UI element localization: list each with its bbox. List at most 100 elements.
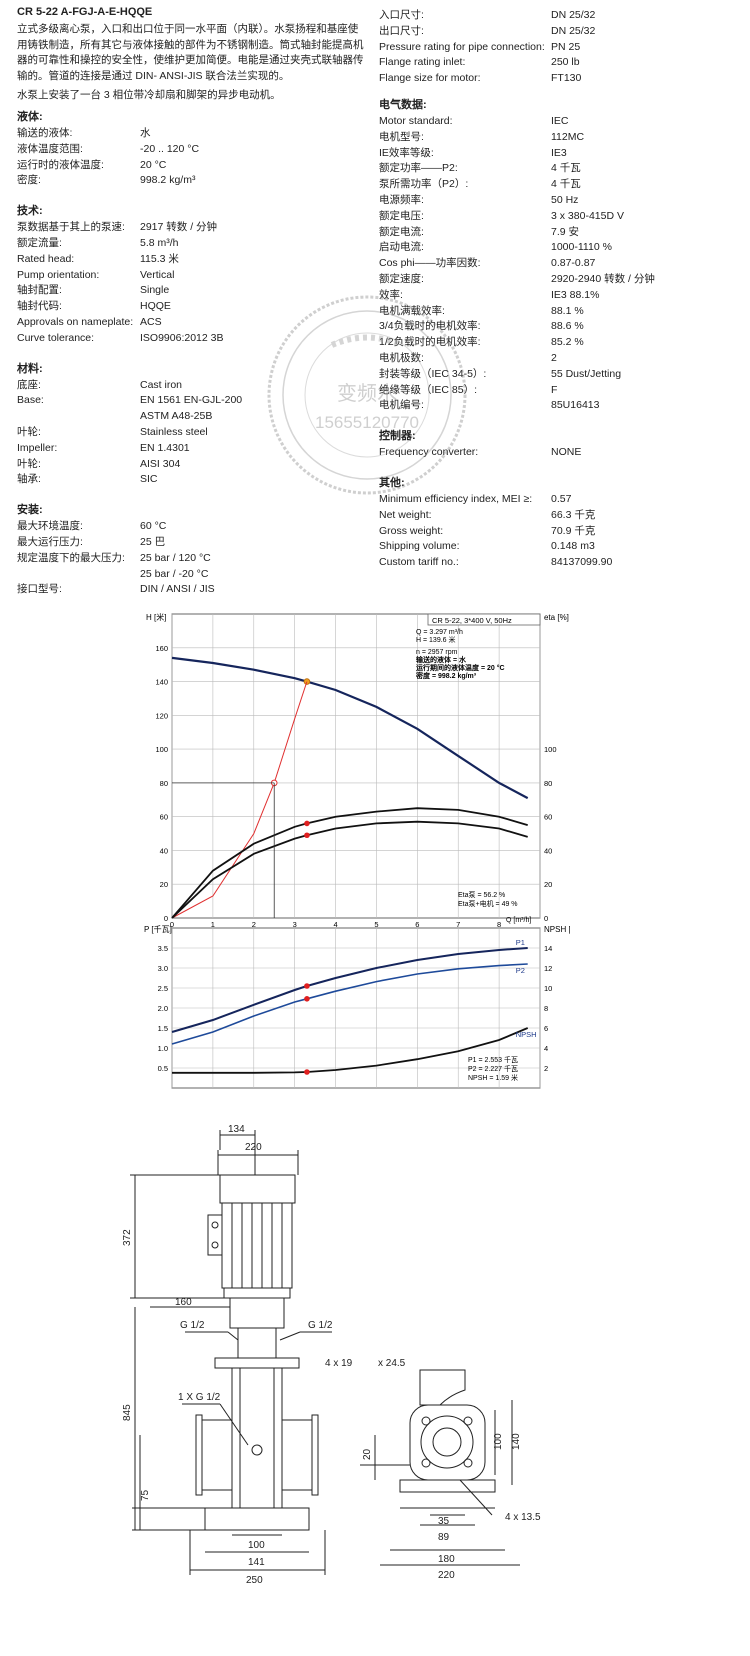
spec-key: 电机型号: <box>379 130 424 143</box>
section-heading: 技术: <box>17 205 43 218</box>
spec-value: 2 <box>551 352 557 364</box>
section-heading: 安装: <box>17 504 43 517</box>
spec-value: EN 1.4301 <box>140 441 190 454</box>
spec-value: 4 千瓦 <box>551 178 581 191</box>
spec-key: 电机极数: <box>379 352 424 364</box>
spec-key: 效率: <box>379 288 403 301</box>
spec-value: 25 bar / -20 °C <box>140 567 209 580</box>
chart1-ylabel-right: eta [%] <box>544 613 569 622</box>
chart1-operating-info: Q = 3.297 m³/h H = 139.6 米 n = 2957 rpm … <box>416 629 505 680</box>
dim-372: 372 <box>122 1229 133 1246</box>
y-tick-label-left: 140 <box>155 678 168 687</box>
watermark-phone: 15655120770 <box>315 413 419 432</box>
description-line: 用铸铁制造，所有其它与液体接触的部件为不锈钢制造。筒式轴封能提高机 <box>17 38 364 51</box>
y-tick-label-right: 0 <box>544 914 548 923</box>
spec-key: 启动电流: <box>379 241 424 254</box>
spec-key: Gross weight: <box>379 524 444 537</box>
chart2-series: P1 P2 NPSH <box>171 938 537 1075</box>
chart2-ylabel-left: P [千瓦] <box>144 924 172 934</box>
spec-value: 998.2 kg/m³ <box>140 174 196 187</box>
dim-140: 140 <box>511 1433 522 1450</box>
spec-key: 输送的液体: <box>17 127 73 139</box>
spec-value: 水 <box>140 127 151 139</box>
spec-value: 115.3 米 <box>140 252 179 265</box>
spec-key: Rated head: <box>17 252 75 265</box>
spec-value: ISO9906:2012 3B <box>140 331 224 344</box>
op-h: H = 139.6 米 <box>416 635 456 644</box>
y-tick-label-left: 120 <box>155 711 168 720</box>
section-heading: 液体: <box>17 111 43 123</box>
x-tick-label: 8 <box>497 920 501 928</box>
x-tick-label: 3 <box>293 920 297 928</box>
p2-value-label: P2 = 2.227 千瓦 <box>468 1064 518 1073</box>
dim-4x19: 4 x 19 <box>325 1358 353 1369</box>
dim-134: 134 <box>228 1124 245 1135</box>
watermark-text: 变频水 <box>337 382 397 405</box>
spec-key: IE效率等级: <box>379 146 434 159</box>
description-line: 输的。管道的连接是通过 DIN- ANSI-JIS 联合法兰实现的。 <box>17 69 290 82</box>
dim-75: 75 <box>140 1489 151 1501</box>
spec-value: EN 1561 EN-GJL-200 <box>140 394 243 407</box>
spec-value: ACS <box>140 316 162 328</box>
y-tick-label-right: 10 <box>544 984 552 993</box>
spec-key: 叶轮: <box>17 426 41 438</box>
y-tick-label-right: 14 <box>544 944 552 953</box>
dim-845: 845 <box>122 1404 133 1421</box>
power-npsh-chart: 0.5 1.0 1.5 2.0 2.5 3.0 3.5 2 4 6 8 10 12 14 P [千瓦] N… <box>144 924 570 1089</box>
y-tick-label-right: 60 <box>544 813 552 822</box>
spec-key: 绝缘等级（IEC 85）: <box>379 383 478 396</box>
y-tick-label-right: 40 <box>544 846 552 855</box>
spec-value: SIC <box>140 473 158 486</box>
x-tick-label: 6 <box>415 920 419 928</box>
spec-value: 7.9 安 <box>551 225 580 238</box>
series-line <box>172 1027 529 1074</box>
x-tick-label: 5 <box>374 920 378 928</box>
spec-value: 3 x 380-415D V <box>551 209 624 222</box>
operating-point-marker <box>303 678 311 685</box>
spec-value: 88.6 % <box>551 320 584 333</box>
dimension-drawing: 134 220 372 160 G 1/2 G 1/2 845 1 X G 1/… <box>122 1124 541 1586</box>
series-line <box>171 963 528 1045</box>
npsh-value-label: NPSH = 1.59 米 <box>468 1073 518 1082</box>
spec-value: IEC <box>551 115 569 127</box>
spec-value: PN 25 <box>551 40 581 53</box>
y-tick-label-left: 40 <box>160 846 168 855</box>
spec-value: Stainless steel <box>140 426 208 438</box>
spec-value: 85U16413 <box>551 399 600 412</box>
watermark-seal: 变频水 15655120770 <box>267 295 467 495</box>
spec-value: 66.3 千克 <box>551 508 596 521</box>
chart2-ticks: 0.5 1.0 1.5 2.0 2.5 3.0 3.5 2 4 6 8 10 12 14 <box>158 944 553 1073</box>
spec-key: 额定功率——P2: <box>379 162 458 175</box>
spec-value: 5.8 m³/h <box>140 237 179 249</box>
spec-value: 85.2 % <box>551 336 584 349</box>
spec-value: HQQE <box>140 300 171 313</box>
spec-value: IE3 88.1% <box>551 288 600 301</box>
x-tick-label: 1 <box>211 920 215 928</box>
spec-key: 轴封配置: <box>17 284 62 297</box>
spec-value: 84137099.90 <box>551 556 613 569</box>
spec-key: 最大环境温度: <box>17 520 83 533</box>
chart1-plot-area <box>171 613 541 919</box>
spec-key: 轴承: <box>17 473 41 486</box>
chart1-title-box <box>427 613 541 626</box>
section-heading: 其他: <box>379 477 405 489</box>
spec-key: 接口型号: <box>17 583 62 596</box>
series-line <box>171 807 528 919</box>
spec-value: 1000-1110 % <box>551 241 612 254</box>
description-line: 立式多级离心泵，入口和出口位于同一水平面（内联）。水泵扬程和基座使 <box>17 23 359 35</box>
series-label: NPSH <box>516 1030 537 1039</box>
section-heading: 电气数据: <box>379 99 427 111</box>
eta-pump-motor-label: Eta泵+电机 = 49 % <box>458 899 518 908</box>
x-tick-label: 7 <box>456 920 460 928</box>
y-tick-label-left: 20 <box>160 880 168 889</box>
spec-key: 规定温度下的最大压力: <box>17 551 125 564</box>
op-q: Q = 3.297 m³/h <box>416 629 463 636</box>
spec-value: 4 千瓦 <box>551 162 581 175</box>
spec-value: 2920-2940 转数 / 分钟 <box>551 273 655 285</box>
dim-1xg-half: 1 X G 1/2 <box>178 1392 221 1403</box>
chart1-xlabel: Q [m³/h] <box>506 917 531 924</box>
dim-160: 160 <box>175 1297 192 1308</box>
dim-180: 180 <box>438 1554 455 1565</box>
op-density: 密度 = 998.2 kg/m³ <box>416 671 477 680</box>
chart1-series <box>171 656 529 919</box>
